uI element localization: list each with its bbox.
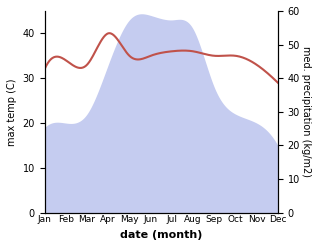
Y-axis label: med. precipitation (kg/m2): med. precipitation (kg/m2) [301,46,311,177]
Y-axis label: max temp (C): max temp (C) [7,78,17,145]
X-axis label: date (month): date (month) [120,230,203,240]
